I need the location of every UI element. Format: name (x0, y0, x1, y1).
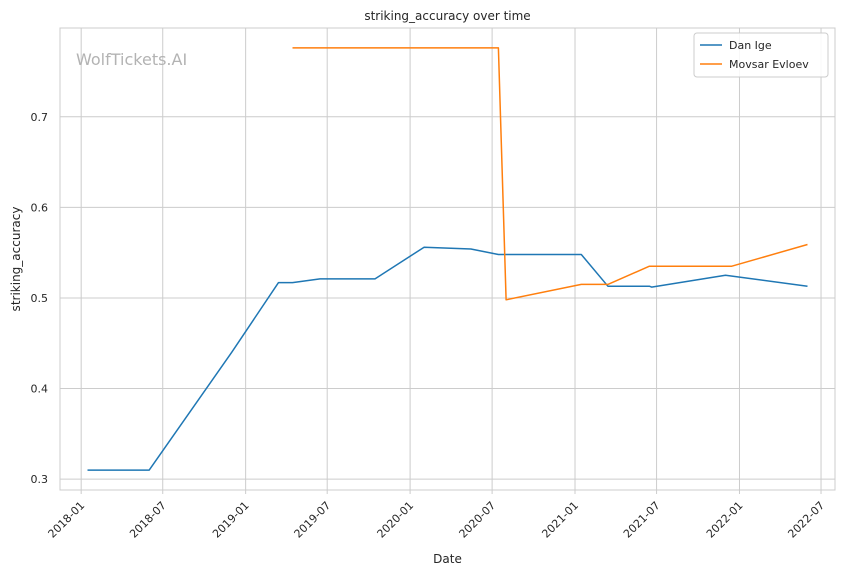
chart-title: striking_accuracy over time (364, 9, 530, 23)
legend-label-0: Dan Ige (729, 39, 772, 52)
plot-area (60, 28, 835, 490)
y-tick-label: 0.6 (31, 201, 49, 214)
y-axis-label: striking_accuracy (9, 207, 23, 312)
legend-label-1: Movsar Evloev (729, 58, 809, 71)
watermark: WolfTickets.AI (76, 50, 187, 69)
legend-box (693, 32, 829, 78)
series-layer (87, 47, 808, 471)
y-tick-label: 0.7 (31, 111, 49, 124)
y-tick-label: 0.3 (31, 473, 49, 486)
x-axis-label: Date (433, 552, 462, 566)
y-tick-label: 0.4 (31, 383, 49, 396)
plot-frame (59, 27, 836, 491)
y-tick-label: 0.5 (31, 292, 49, 305)
legend: Dan Ige Movsar Evloev (693, 32, 829, 78)
series-line-1 (292, 47, 808, 301)
grid (60, 28, 835, 490)
series-line-0 (87, 246, 808, 471)
